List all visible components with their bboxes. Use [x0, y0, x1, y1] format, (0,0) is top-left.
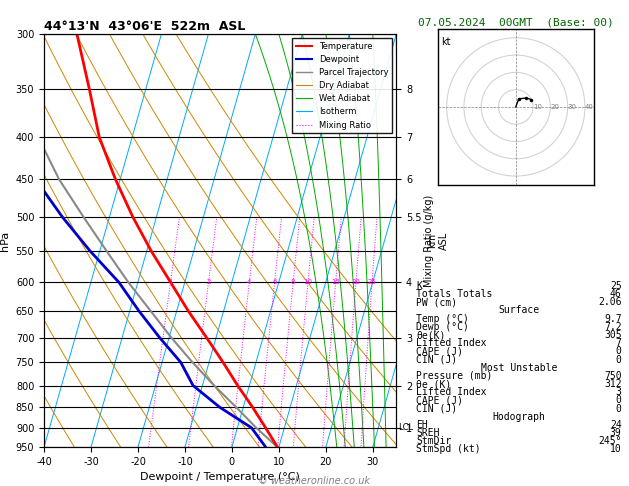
Text: Lifted Index: Lifted Index [416, 338, 487, 348]
Text: θe(K): θe(K) [416, 330, 446, 340]
Text: Lifted Index: Lifted Index [416, 387, 487, 397]
Legend: Temperature, Dewpoint, Parcel Trajectory, Dry Adiabat, Wet Adiabat, Isotherm, Mi: Temperature, Dewpoint, Parcel Trajectory… [292, 38, 392, 133]
Y-axis label: hPa: hPa [0, 230, 10, 251]
Text: 10: 10 [303, 279, 313, 285]
Text: 6: 6 [272, 279, 277, 285]
Text: 3: 3 [616, 387, 621, 397]
Text: CAPE (J): CAPE (J) [416, 396, 464, 405]
Text: 24: 24 [610, 420, 621, 430]
Text: Pressure (mb): Pressure (mb) [416, 371, 493, 381]
Text: 245°: 245° [598, 436, 621, 446]
Text: K: K [416, 281, 422, 291]
Text: 40: 40 [585, 104, 594, 110]
Text: 0: 0 [616, 347, 621, 356]
Text: 46: 46 [610, 289, 621, 299]
Text: 2: 2 [206, 279, 211, 285]
Text: 0: 0 [616, 354, 621, 364]
Text: 7.2: 7.2 [604, 322, 621, 332]
Text: 7: 7 [616, 338, 621, 348]
Text: kt: kt [441, 37, 450, 47]
Text: CIN (J): CIN (J) [416, 403, 457, 414]
Text: EH: EH [416, 420, 428, 430]
X-axis label: Dewpoint / Temperature (°C): Dewpoint / Temperature (°C) [140, 472, 300, 483]
Text: 10: 10 [610, 444, 621, 454]
Text: θe (K): θe (K) [416, 379, 452, 389]
Text: StmSpd (kt): StmSpd (kt) [416, 444, 481, 454]
Text: 10: 10 [533, 104, 542, 110]
Y-axis label: km
ASL: km ASL [427, 231, 448, 250]
Text: © weatheronline.co.uk: © weatheronline.co.uk [259, 476, 370, 486]
Text: 305: 305 [604, 330, 621, 340]
Text: 15: 15 [331, 279, 340, 285]
Text: Mixing Ratio (g/kg): Mixing Ratio (g/kg) [425, 194, 435, 287]
Text: 07.05.2024  00GMT  (Base: 00): 07.05.2024 00GMT (Base: 00) [418, 17, 614, 27]
Text: 1: 1 [168, 279, 173, 285]
Text: SREH: SREH [416, 428, 440, 438]
Text: CIN (J): CIN (J) [416, 354, 457, 364]
Text: Surface: Surface [498, 306, 540, 315]
Text: Totals Totals: Totals Totals [416, 289, 493, 299]
Text: 8: 8 [291, 279, 296, 285]
Text: 9.7: 9.7 [604, 313, 621, 324]
Text: 25: 25 [610, 281, 621, 291]
Text: 44°13'N  43°06'E  522m  ASL: 44°13'N 43°06'E 522m ASL [44, 20, 245, 33]
Text: 2.06: 2.06 [598, 297, 621, 307]
Text: 20: 20 [352, 279, 360, 285]
Text: StmDir: StmDir [416, 436, 452, 446]
Text: 39: 39 [610, 428, 621, 438]
Text: 25: 25 [368, 279, 376, 285]
Text: 0: 0 [616, 396, 621, 405]
Text: 312: 312 [604, 379, 621, 389]
Text: 0: 0 [616, 403, 621, 414]
Text: Hodograph: Hodograph [493, 412, 545, 422]
Text: 750: 750 [604, 371, 621, 381]
Text: Dewp (°C): Dewp (°C) [416, 322, 469, 332]
Text: 30: 30 [567, 104, 577, 110]
Text: PW (cm): PW (cm) [416, 297, 457, 307]
Text: 4: 4 [247, 279, 252, 285]
Text: LCL: LCL [399, 423, 414, 432]
Text: Temp (°C): Temp (°C) [416, 313, 469, 324]
Text: CAPE (J): CAPE (J) [416, 347, 464, 356]
Text: Most Unstable: Most Unstable [481, 363, 557, 373]
Text: 20: 20 [550, 104, 559, 110]
